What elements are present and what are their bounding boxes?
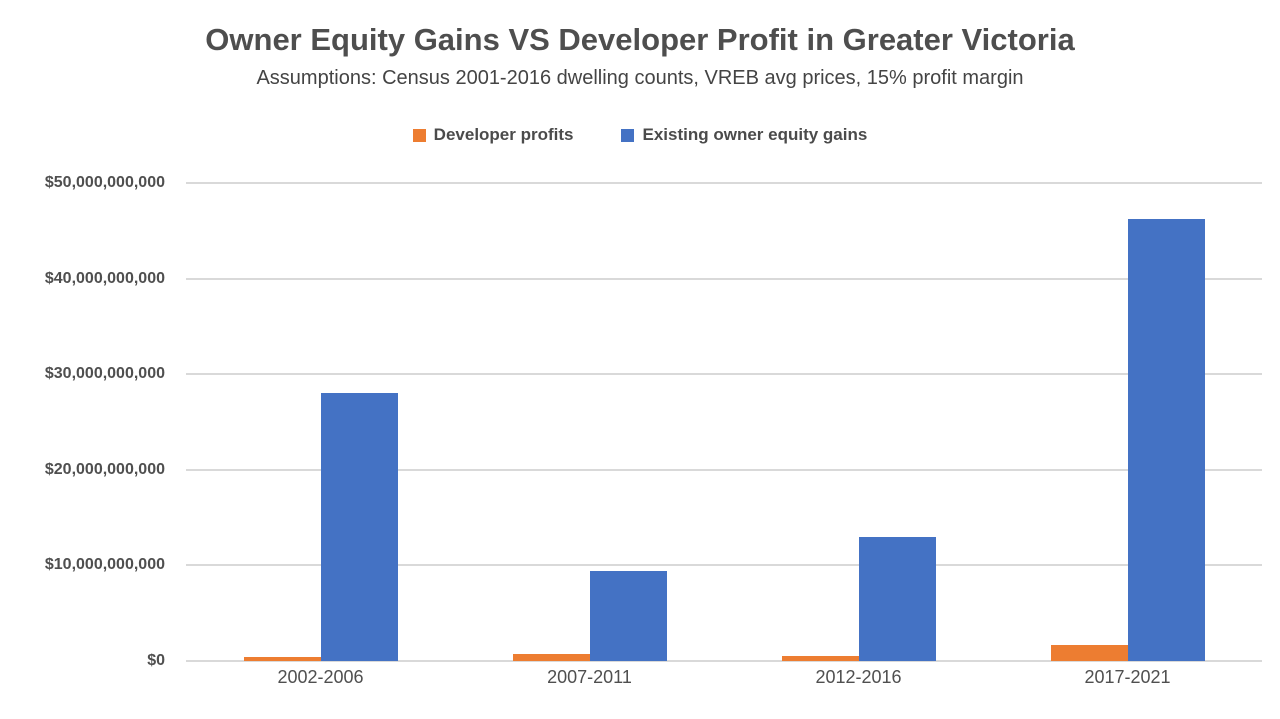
legend-swatch-icon bbox=[621, 128, 635, 142]
bar bbox=[512, 654, 590, 661]
y-tick-label: $0 bbox=[147, 652, 165, 669]
gridline bbox=[186, 468, 1262, 471]
legend-item: Existing owner equity gains bbox=[621, 125, 867, 145]
x-tick-label: 2002-2006 bbox=[277, 667, 364, 687]
x-tick-label: 2012-2016 bbox=[815, 667, 902, 687]
legend: Developer profits Existing owner equity g… bbox=[0, 124, 1280, 146]
bar bbox=[858, 536, 936, 661]
y-tick-label: $50,000,000,000 bbox=[44, 174, 165, 191]
bar-group-2007-2011 bbox=[512, 571, 667, 661]
plot-area bbox=[186, 182, 1262, 662]
legend-label: Existing owner equity gains bbox=[642, 125, 868, 144]
bar bbox=[1050, 644, 1128, 661]
y-tick-label: $30,000,000,000 bbox=[44, 365, 165, 383]
gridline bbox=[186, 277, 1262, 280]
y-tick-label: $20,000,000,000 bbox=[44, 460, 165, 478]
y-tick-label: $10,000,000,000 bbox=[44, 556, 165, 574]
bar bbox=[243, 656, 321, 661]
legend-swatch-icon bbox=[412, 128, 426, 142]
plot-region: $0 $10,000,000,000 $20,000,000,000 $30,000,… bbox=[0, 174, 1280, 669]
bar bbox=[320, 393, 398, 661]
legend-item: Developer profits bbox=[412, 125, 574, 145]
x-tick-label: 2017-2021 bbox=[1084, 667, 1171, 687]
bar-group-2017-2021 bbox=[1050, 219, 1205, 661]
legend-label: Developer profits bbox=[433, 125, 574, 144]
chart-subtitle: Assumptions: Census 2001-2016 dwelling c… bbox=[256, 67, 1024, 89]
x-axis: 2002-2006 2007-2011 2012-2016 2017-2021 bbox=[186, 667, 1262, 688]
bar-group-2012-2016 bbox=[781, 536, 936, 661]
x-tick-label: 2007-2011 bbox=[547, 667, 632, 687]
gridline bbox=[186, 182, 1262, 184]
y-axis: $0 $10,000,000,000 $20,000,000,000 $30,000,… bbox=[0, 174, 165, 669]
bar-group-2002-2006 bbox=[243, 393, 398, 661]
y-tick-label: $40,000,000,000 bbox=[44, 269, 165, 287]
bar bbox=[781, 655, 859, 661]
bar bbox=[589, 571, 667, 661]
gridline bbox=[186, 660, 1262, 662]
gridline bbox=[186, 373, 1262, 376]
gridline bbox=[186, 564, 1262, 567]
bar bbox=[1127, 219, 1205, 661]
chart-title: Owner Equity Gains VS Developer Profit i… bbox=[205, 22, 1075, 57]
